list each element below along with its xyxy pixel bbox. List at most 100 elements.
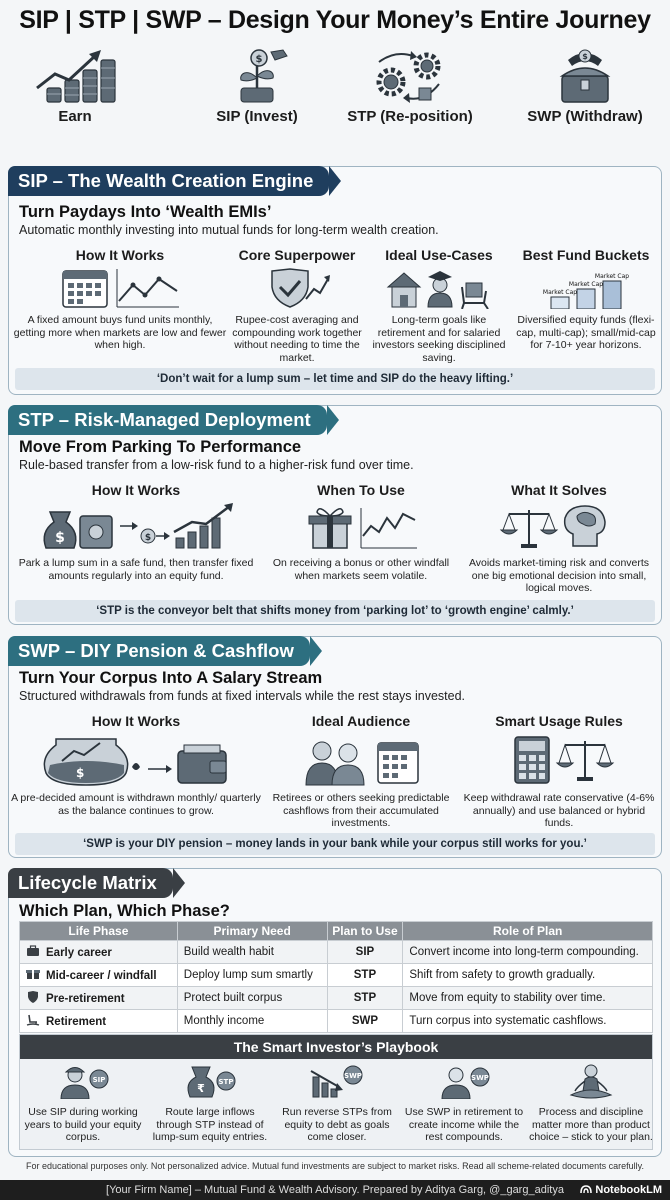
column-header: What It Solves — [511, 482, 607, 498]
stp-col-when-to-use: When To Use On receiving a bonus or othe… — [271, 482, 451, 582]
table-row: Retirement Monthly income SWP Turn corpu… — [19, 1009, 653, 1033]
footer-credit: [Your Firm Name] – Mutual Fund & Wealth … — [106, 1184, 564, 1196]
stp-section: STP – Risk-Managed Deployment Move From … — [8, 405, 662, 625]
sip-quote: ‘Don’t wait for a lump sum – let time an… — [15, 368, 655, 390]
shield-check-growth-icon — [271, 268, 330, 308]
swp-col-ideal-audience: Ideal Audience Retirees or others seekin… — [271, 713, 451, 830]
column-text: Diversified equity funds (flexi-cap, mul… — [516, 314, 656, 351]
table-header-row: Life Phase Primary Need Plan to Use Role… — [19, 921, 653, 941]
lifecycle-heading: Which Plan, Which Phase? — [19, 902, 230, 920]
swp-col-how-it-works: How It Works $ A pre-decided amount is w… — [11, 713, 261, 817]
plan-cell: SWP — [326, 1009, 404, 1033]
table-row: Pre-retirement Protect built corpus STP … — [19, 986, 653, 1010]
plan-cell: STP — [326, 963, 404, 987]
column-text: Keep withdrawal rate conservative (4-6% … — [463, 792, 655, 829]
sip-col-ideal-use-cases: Ideal Use-Cases Long-term goals like ret… — [367, 247, 511, 364]
sip-col-best-fund-buckets: Best Fund Buckets Market Cap Market Cap … — [515, 247, 657, 352]
column-text: Retirees or others seeking predictable c… — [272, 792, 450, 829]
journey-label: SIP (Invest) — [216, 108, 298, 125]
swp-heading: Turn Your Corpus Into A Salary Stream — [19, 669, 323, 687]
need-cell: Protect built corpus — [176, 986, 328, 1010]
sip-section-tab: SIP – The Wealth Creation Engine — [8, 166, 342, 196]
table-header-cell: Life Phase — [19, 921, 178, 941]
phase-label: Mid-career / windfall — [46, 970, 157, 982]
sip-section: SIP – The Wealth Creation Engine Turn Pa… — [8, 166, 662, 395]
column-header: Smart Usage Rules — [495, 713, 623, 729]
reverse-chart-icon: SWP — [310, 1065, 363, 1098]
playbook-badge: SIP — [93, 1076, 106, 1084]
playbook-item: SIP Use SIP during working years to buil… — [20, 1063, 146, 1144]
table-header-cell: Plan to Use — [326, 921, 404, 941]
role-cell: Turn corpus into systematic cashflows. — [402, 1009, 653, 1033]
sip-heading: Turn Paydays Into ‘Wealth EMIs’ — [19, 203, 272, 221]
lifecycle-table: Life Phase Primary Need Plan to Use Role… — [19, 921, 653, 1033]
phase-cell: Retirement — [19, 1009, 178, 1033]
market-cap-bars-icon: Market Cap Market Cap Market Cap — [543, 273, 629, 310]
need-cell: Monthly income — [176, 1009, 328, 1033]
svg-text:$: $ — [55, 530, 65, 546]
bucket-label: Market Cap — [569, 281, 603, 288]
column-header: How It Works — [91, 713, 181, 729]
journey-label: STP (Re-position) — [347, 108, 473, 125]
column-header: Core Superpower — [238, 247, 356, 263]
playbook-item: SWP Run reverse STPs from equity to debt… — [274, 1063, 400, 1144]
column-header: How It Works — [91, 482, 181, 498]
brand-name: NotebookLM — [595, 1184, 662, 1196]
journey-step-sip: $ SIP (Invest) — [182, 48, 332, 125]
column-header: When To Use — [317, 482, 405, 498]
svg-text:$: $ — [582, 52, 588, 61]
role-cell: Convert income into long-term compoundin… — [402, 940, 653, 964]
column-header: Ideal Audience — [311, 713, 411, 729]
meditation-icon — [569, 1064, 613, 1099]
disclaimer: For educational purposes only. Not perso… — [26, 1161, 644, 1171]
column-header: How It Works — [75, 247, 165, 263]
table-header-cell: Primary Need — [176, 921, 328, 941]
gift-volatile-chart-icon — [308, 508, 417, 549]
stp-col-what-it-solves: What It Solves Avoids market-timing risk… — [461, 482, 657, 595]
bucket-label: Market Cap — [595, 273, 629, 280]
column-header: Best Fund Buckets — [522, 247, 650, 263]
moneybag-safe-chart-icon: $ $ — [43, 503, 233, 549]
phase-cell: Pre-retirement — [19, 986, 178, 1010]
role-cell: Move from equity to stability over time. — [402, 986, 653, 1010]
swp-section: SWP – DIY Pension & Cashflow Turn Your C… — [8, 636, 662, 858]
playbook-text: Use SIP during working years to build yo… — [24, 1106, 142, 1143]
house-graduate-chair-icon — [386, 271, 489, 310]
notebooklm-logo-icon — [580, 1185, 593, 1194]
jar-wallet-icon: $ — [43, 738, 227, 786]
stp-col-how-it-works: How It Works $ $ Park a lump sum in a sa… — [11, 482, 261, 582]
column-text: Long-term goals like retirement and for … — [372, 314, 506, 364]
phase-label: Pre-retirement — [46, 993, 125, 1005]
lifecycle-section: Lifecycle Matrix Which Plan, Which Phase… — [8, 868, 662, 1157]
brand-badge: NotebookLM — [580, 1180, 662, 1200]
coin-plant-icon: $ — [240, 49, 288, 103]
need-cell: Deploy lump sum smartly — [176, 963, 328, 987]
shield-icon — [28, 991, 38, 1003]
briefcase-icon — [27, 945, 39, 956]
money-journey: Earn $ SIP (Invest) — [0, 48, 670, 158]
playbook-badge: SWP — [344, 1072, 362, 1080]
column-text: On receiving a bonus or other windfall w… — [272, 557, 450, 582]
playbook-item: Process and discipline matter more than … — [528, 1063, 654, 1144]
journey-label: SWP (Withdraw) — [527, 108, 643, 125]
svg-text:$: $ — [145, 533, 151, 543]
svg-text:₹: ₹ — [197, 1082, 205, 1095]
stp-quote: ‘STP is the conveyor belt that shifts mo… — [15, 600, 655, 622]
swp-subtitle: Structured withdrawals from funds at fix… — [19, 689, 466, 703]
worker-icon: SIP — [60, 1067, 109, 1100]
scale-brain-icon — [499, 505, 606, 548]
stp-subtitle: Rule-based transfer from a low-risk fund… — [19, 458, 414, 472]
plan-cell: SIP — [326, 940, 404, 964]
stp-heading: Move From Parking To Performance — [19, 438, 302, 456]
stp-section-tab: STP – Risk-Managed Deployment — [8, 405, 339, 435]
page-title: SIP | STP | SWP – Design Your Money’s En… — [19, 6, 651, 34]
playbook-text: Use SWP in retirement to create income w… — [404, 1106, 524, 1143]
rocking-chair-icon — [26, 1014, 40, 1026]
journey-step-swp: $ SWP (Withdraw) — [510, 48, 660, 125]
playbook-badge: SWP — [471, 1074, 489, 1082]
playbook-text: Route large inflows through STP instead … — [152, 1106, 268, 1143]
calendar-chart-icon — [62, 269, 179, 308]
calculator-scale-icon — [514, 736, 615, 784]
sip-col-core-superpower: Core Superpower Rupee-cost averaging and… — [231, 247, 363, 364]
